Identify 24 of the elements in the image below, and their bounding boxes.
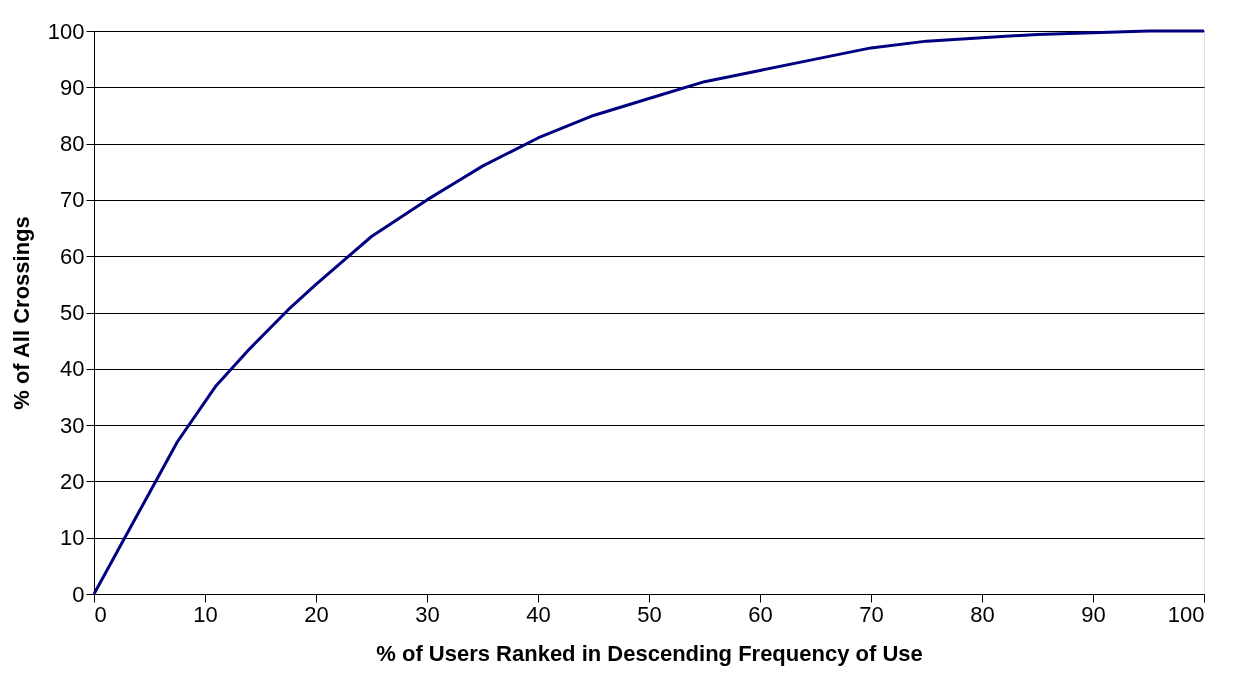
x-tick-label: 40 [526,601,551,627]
y-tick-label: 0 [72,581,85,607]
y-tick-label: 10 [60,525,85,551]
x-tick-label: 20 [304,601,329,627]
y-axis-title: % of All Crossings [8,216,34,410]
x-tick-label: 60 [748,601,773,627]
y-tick-label: 80 [60,131,85,157]
x-tick-label: 50 [637,601,662,627]
y-tick-label: 70 [60,187,85,213]
y-tick-label: 100 [47,18,85,44]
y-tick-label: 90 [60,74,85,100]
y-tick-label: 60 [60,243,85,269]
x-tick-label: 30 [415,601,440,627]
x-tick-label: 90 [1081,601,1106,627]
y-tick-label: 20 [60,468,85,494]
x-tick-label: 70 [859,601,884,627]
x-tick-label: 80 [970,601,995,627]
x-axis-title: % of Users Ranked in Descending Frequency of Use [376,640,923,666]
y-tick-label: 50 [60,300,85,325]
y-tick-label: 30 [60,412,85,438]
y-tick-label: 40 [60,356,85,382]
x-tick-label: 0 [94,601,107,627]
x-tick-label: 10 [193,601,218,627]
x-tick-label: 100 [1167,601,1205,627]
